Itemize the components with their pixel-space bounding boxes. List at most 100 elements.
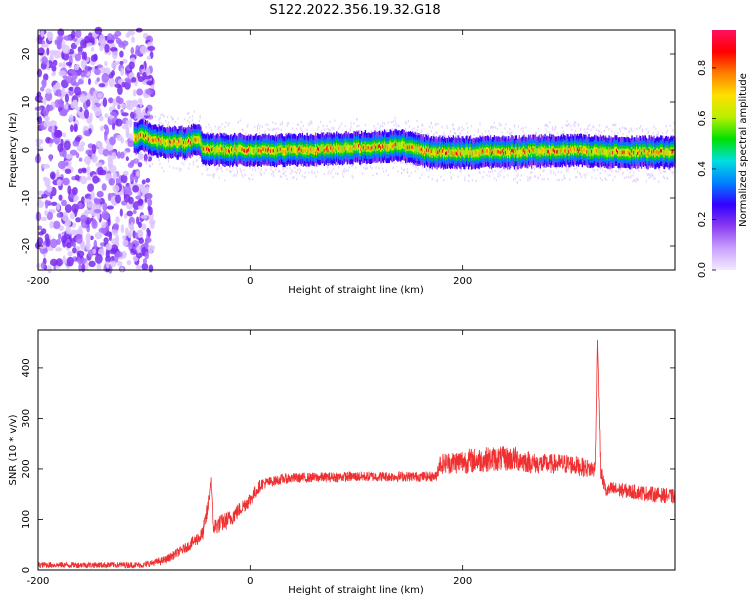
spectrogram-cell [71, 81, 80, 87]
spectrogram-cell [445, 136, 447, 139]
spectrogram-cell [487, 149, 489, 153]
spectrogram-cell [290, 172, 292, 175]
spectrogram-cell [94, 253, 103, 264]
spectrogram-cell [81, 51, 86, 60]
spectrogram-cell [162, 123, 164, 126]
spectrogram-cell [420, 131, 422, 134]
spectrogram-cell [80, 59, 87, 69]
spectrogram-cell [242, 146, 244, 154]
spectrogram-cell [362, 146, 365, 150]
spectrogram-cell [347, 169, 349, 172]
spectrogram-cell [137, 221, 142, 229]
spectrogram-cell [179, 169, 181, 172]
spectrogram-cell [187, 119, 189, 122]
spectrogram-cell [318, 145, 321, 154]
spectrogram-cell [505, 123, 507, 126]
spectrogram-cell [284, 170, 286, 173]
spectrogram-cell [485, 147, 487, 156]
spectrogram-cell [428, 125, 431, 128]
spectrogram-cell [205, 165, 207, 168]
spectrogram-cell [554, 148, 557, 156]
spectrogram-cell [346, 145, 348, 154]
spectrogram-cell [467, 131, 469, 134]
spectrogram-cell [369, 165, 371, 168]
spectrogram-cell [563, 132, 565, 135]
spectrogram-cell [253, 125, 256, 128]
spectrogram-cell [614, 175, 616, 178]
spectrogram-cell [355, 166, 357, 169]
spectrogram-cell [183, 140, 185, 145]
spectrogram-cell [129, 173, 135, 182]
spectrogram-cell [258, 132, 261, 135]
spectrogram-cell [438, 150, 440, 154]
spectrogram-cell [630, 127, 632, 130]
spectrogram-cell [400, 142, 402, 151]
spectrogram-cell [558, 148, 561, 156]
spectrogram-cell [72, 99, 79, 108]
spectrogram-cell [174, 137, 176, 146]
spectrogram-cell [74, 53, 82, 62]
spectrogram-cell [185, 141, 187, 145]
spectrogram-cell [71, 71, 78, 80]
spectrogram-cell [461, 129, 463, 132]
spectrogram-cell [329, 129, 331, 132]
spectrogram-cell [172, 118, 175, 121]
spectrogram-cell [599, 146, 602, 154]
spectrogram-cell [197, 165, 199, 168]
spectrogram-cell [37, 47, 45, 56]
spectrogram-cell [77, 46, 83, 53]
spectrogram-cell [473, 149, 476, 158]
spectrogram-cell [408, 145, 411, 150]
spectrogram-cell [327, 172, 329, 175]
spectrogram-cell [464, 150, 466, 158]
spectrogram-cell [275, 132, 278, 135]
spectrogram-cell [335, 148, 337, 152]
spectrogram-cell [67, 250, 73, 257]
spectrogram-cell [193, 110, 196, 113]
spectrogram-cell [90, 54, 98, 62]
spectrogram-cell [86, 99, 91, 107]
spectrogram-cell [220, 146, 223, 151]
spectrogram-cell [405, 143, 408, 151]
spectrogram-cell [632, 180, 634, 183]
spectrogram-cell [454, 132, 456, 136]
spectrogram-cell [394, 142, 397, 147]
spectrogram-cell [195, 138, 198, 142]
spectrogram-cell [111, 152, 117, 160]
spectrogram-cell [74, 29, 82, 39]
spectrogram-cell [248, 148, 250, 152]
spectrogram-cell [72, 247, 77, 254]
spectrogram-cell [500, 123, 502, 127]
spectrogram-cell [544, 145, 546, 154]
spectrogram-cell [441, 135, 443, 138]
spectrogram-cell [499, 170, 501, 173]
spectrogram-cell [621, 150, 624, 155]
spectrogram-cell [410, 145, 413, 150]
spectrogram-cell [292, 127, 294, 130]
spectrogram-cell [111, 49, 118, 60]
spectrogram-cell [269, 146, 271, 155]
spectrogram-cell [469, 146, 472, 155]
spectrogram-cell [242, 129, 244, 132]
spectrogram-cell [589, 123, 591, 127]
spectrogram-cell [379, 126, 381, 129]
spectrogram-cell [491, 169, 494, 173]
spectrogram-cell [566, 120, 568, 123]
spectrogram-cell [265, 169, 267, 172]
spectrogram-cell [253, 166, 256, 169]
spectrogram-cell [43, 120, 51, 128]
spectrogram-cell [484, 147, 486, 156]
spectrogram-cell [317, 146, 319, 150]
spectrogram-cell [139, 64, 145, 70]
spectrogram-cell [404, 128, 407, 131]
spectrogram-cell [358, 144, 360, 148]
spectrogram-cell [134, 117, 136, 120]
spectrogram-cell [368, 144, 370, 152]
spectrogram-cell [616, 148, 618, 153]
spectrogram-cell [394, 119, 396, 122]
spectrogram-cell [244, 149, 246, 153]
spectrogram-cell [209, 149, 211, 153]
spectrogram-cell [492, 126, 495, 129]
spectrogram-cell [617, 170, 620, 173]
spectrogram-cell [389, 140, 391, 149]
